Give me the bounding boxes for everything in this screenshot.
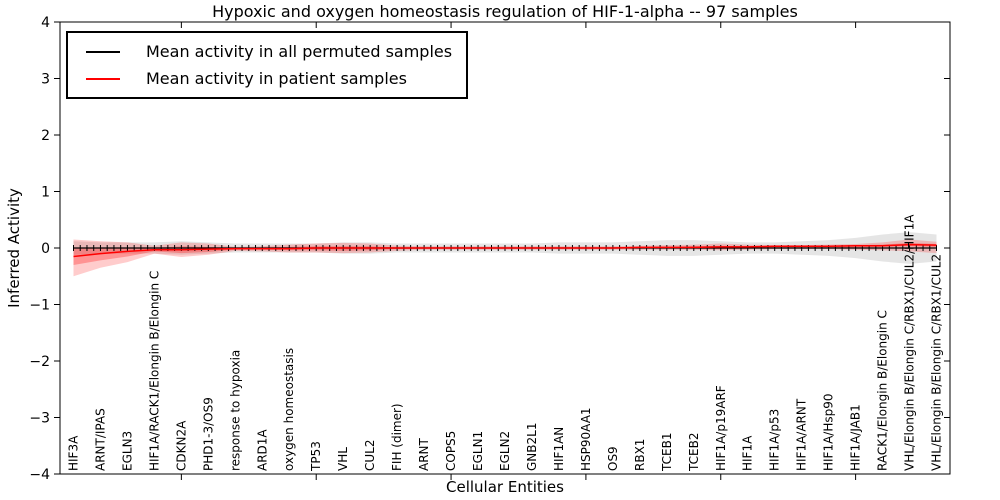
x-entity-label: COPS5 (444, 431, 458, 471)
x-entity-label: HIF1A/JAB1 (849, 404, 863, 471)
x-entity-label: HIF1A/p19ARF (714, 385, 728, 471)
x-entity-label: VHL/Elongin B/Elongin C/RBX1/CUL2 (930, 254, 944, 471)
y-tick-label: 0 (41, 241, 50, 257)
plot-area: 4 3 2 1 0 −1 −2 −3 −4 HIF3A ARNT/IPAS EGLN3 HIF1A/RA… (29, 15, 951, 483)
legend-line-permuted-icon (86, 50, 120, 53)
x-entity-label: OS9 (606, 446, 620, 471)
x-entity-label: HSP90AA1 (579, 407, 593, 471)
y-axis-label: Inferred Activity (5, 188, 23, 308)
x-entity-label: PHD1-3/OS9 (201, 397, 215, 471)
y-tick-label: 3 (41, 72, 50, 88)
y-tick-label: −2 (29, 354, 50, 370)
x-entity-label: oxygen homeostasis (282, 348, 296, 471)
x-entity-label: response to hypoxia (228, 350, 242, 471)
x-entity-label: RBX1 (633, 439, 647, 471)
x-entity-label: TCEB1 (660, 433, 674, 472)
legend-line-patient-icon (86, 77, 120, 80)
x-entity-label: TP53 (309, 441, 323, 472)
y-tick-label: −4 (29, 467, 50, 483)
x-entity-label: VHL/Elongin B/Elongin C/RBX1/CUL2/HIF1A (903, 214, 917, 471)
x-entity-label: EGLN1 (471, 431, 485, 471)
x-entity-label: EGLN2 (498, 431, 512, 471)
legend-entry-patient: Mean activity in patient samples (82, 69, 452, 88)
legend-box: Mean activity in all permuted samples Me… (66, 31, 469, 99)
x-entity-label: HIF1A/Hsp90 (822, 393, 836, 471)
x-entity-label: ARNT (417, 437, 431, 471)
x-entity-label: CDKN2A (174, 420, 188, 471)
legend-label-permuted: Mean activity in all permuted samples (146, 42, 453, 61)
y-tick-label: −3 (29, 411, 50, 427)
x-entity-label: HIF1A/p53 (768, 409, 782, 471)
x-entity-label: GNB2L1 (525, 423, 539, 471)
y-tick-label: 2 (41, 128, 50, 144)
x-entity-label: CUL2 (363, 440, 377, 471)
y-tick-label: 4 (41, 15, 50, 31)
x-entity-label: FIH (dimer) (390, 403, 404, 471)
x-entity-label: HIF1A (741, 435, 755, 471)
legend-entry-permuted: Mean activity in all permuted samples (82, 42, 452, 61)
chart-title: Hypoxic and oxygen homeostasis regulatio… (212, 2, 798, 21)
x-entity-label: HIF3A (66, 435, 80, 471)
x-entity-label: HIF1A/RACK1/Elongin B/Elongin C (147, 271, 161, 471)
x-entity-label: ARNT/IPAS (93, 408, 107, 471)
x-entity-label: HIF1A/ARNT (795, 398, 809, 471)
y-tick-label: 1 (41, 185, 50, 201)
y-tick-label: −1 (29, 298, 50, 314)
series-line-patient (73, 243, 937, 258)
legend-label-patient: Mean activity in patient samples (146, 69, 407, 88)
x-entity-label: VHL (336, 447, 350, 471)
x-entity-label: HIF1AN (552, 427, 566, 471)
x-axis-label: Cellular Entities (446, 478, 564, 496)
x-entity-label: ARD1A (255, 429, 269, 471)
x-entity-label: EGLN3 (120, 431, 134, 471)
x-entity-label: TCEB2 (687, 433, 701, 472)
x-entity-label: RACK1/Elongin B/Elongin C (876, 310, 890, 471)
